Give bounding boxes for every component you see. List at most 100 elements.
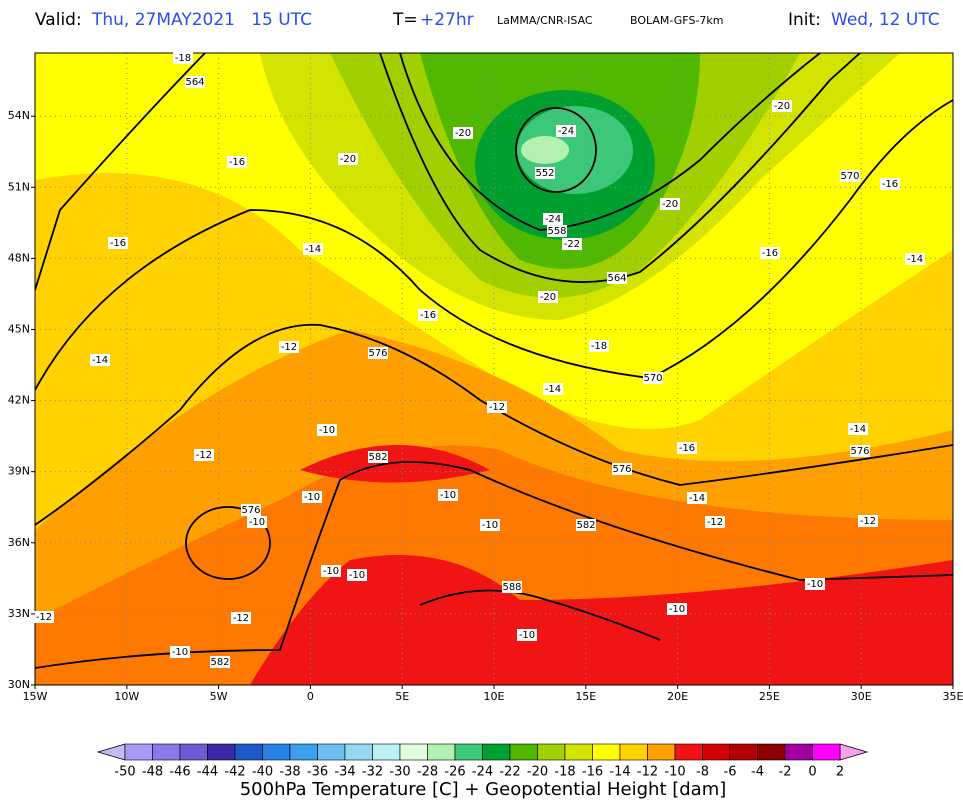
lon-label: 10E — [484, 690, 505, 703]
lon-label: 25E — [759, 690, 780, 703]
colorbar-tick-label: -48 — [142, 765, 163, 780]
contour-label: -20 — [774, 101, 790, 112]
contour-label: -16 — [762, 248, 778, 259]
label-box — [607, 272, 627, 284]
label-box — [368, 347, 388, 359]
contour-label: -12 — [196, 450, 212, 461]
label-box — [538, 291, 558, 303]
label-box — [858, 515, 878, 527]
contour-label: 558 — [547, 226, 566, 237]
label-box — [173, 52, 193, 64]
contour-582 — [35, 461, 953, 669]
colorbar-tick-label: -12 — [637, 765, 658, 780]
contour-label: -10 — [249, 517, 265, 528]
lat-label: 48N — [8, 251, 30, 264]
contour-label: -20 — [455, 128, 471, 139]
contour-label: 570 — [643, 373, 662, 384]
contour-label: -14 — [689, 493, 705, 504]
contour-label: 576 — [612, 464, 631, 475]
contour-label: -10 — [440, 490, 456, 501]
label-box — [547, 225, 567, 237]
label-box — [241, 504, 261, 516]
label-box — [556, 125, 576, 137]
colorbar-tick-label: -38 — [279, 765, 300, 780]
contour-label: -12 — [36, 612, 52, 623]
colorbar: -50 -48 -46 -44 -42 -40 -38 -36 -34 -32 -30 -28 -26-… — [96, 743, 869, 780]
colorbar-box — [317, 743, 346, 761]
lead-time: +27hr — [420, 10, 474, 30]
colorbar-tick-label: 2 — [836, 765, 844, 780]
label-box — [368, 451, 388, 463]
contour-label: -20 — [662, 199, 678, 210]
label-box — [185, 76, 205, 88]
lat-label: 39N — [8, 465, 30, 478]
contour-label: -16 — [229, 157, 245, 168]
colorbar-tick-label: -44 — [197, 765, 218, 780]
lon-label: 15W — [23, 690, 48, 703]
colorbar-box — [702, 743, 731, 761]
contour-label: -14 — [92, 355, 108, 366]
colorbar-box — [812, 743, 841, 761]
colorbar-box — [179, 743, 208, 761]
colorbar-tick-label: -34 — [334, 765, 355, 780]
contour-label: 588 — [502, 582, 521, 593]
colorbar-box — [619, 743, 648, 761]
contour-558 — [399, 53, 821, 231]
contour-label: -20 — [340, 154, 356, 165]
contour-label: -18 — [591, 341, 607, 352]
label-box — [562, 238, 582, 250]
label-box — [34, 611, 54, 623]
lat-label: 42N — [8, 394, 30, 407]
contour-label: 576 — [368, 348, 387, 359]
contour-label: -24 — [545, 214, 561, 225]
label-box — [589, 340, 609, 352]
label-box — [347, 569, 367, 581]
lon-label: 5E — [395, 690, 409, 703]
colorbar-box — [537, 743, 566, 761]
contour-label: -14 — [305, 244, 321, 255]
label-box — [760, 247, 780, 259]
lon-label: 35E — [943, 690, 963, 703]
contour-label: -10 — [669, 604, 685, 615]
colorbar-tick-label: -36 — [307, 765, 328, 780]
label-box — [840, 170, 860, 182]
colorbar-box — [289, 743, 318, 761]
colorbar-box — [372, 743, 401, 761]
contour-label: 576 — [850, 446, 869, 457]
contour-label: -10 — [319, 425, 335, 436]
label-box — [543, 383, 563, 395]
colorbar-tick-label: -10 — [664, 765, 685, 780]
label-box — [170, 646, 190, 658]
lon-label: 5W — [210, 690, 228, 703]
axes: 15W 10W 5W 0 5E 10E 15E 20E 25E 30E 35E 30N 33N 36N 39… — [8, 109, 963, 703]
contour-576 — [185, 506, 271, 580]
colorbar-tick-label: -26 — [444, 765, 465, 780]
contour-label: -22 — [564, 239, 580, 250]
colorbar-tick-label: -16 — [582, 765, 603, 780]
contour-label: -10 — [482, 520, 498, 531]
colorbar-tick-label: -8 — [696, 765, 709, 780]
contour-label: -10 — [304, 492, 320, 503]
contour-label: -16 — [420, 310, 436, 321]
contour-label: -12 — [707, 517, 723, 528]
contour-570 — [35, 99, 953, 391]
colorbar-tick-label: 0 — [808, 765, 816, 780]
colorbar-box — [427, 743, 456, 761]
lon-label: 15E — [575, 690, 596, 703]
label-box — [487, 401, 507, 413]
contour-label: -20 — [540, 292, 556, 303]
contour-label: -12 — [860, 516, 876, 527]
contour-label: 564 — [185, 77, 204, 88]
init-label: Init: — [788, 10, 821, 30]
label-box — [905, 253, 925, 265]
lon-label: 10W — [114, 690, 139, 703]
contour-564 — [35, 53, 206, 291]
colorbar-tick-label: -2 — [779, 765, 792, 780]
label-box — [502, 581, 522, 593]
colorbar-tick-label: -30 — [389, 765, 410, 780]
label-box — [805, 578, 825, 590]
colorbar-tick-label: -32 — [362, 765, 383, 780]
label-box — [317, 424, 337, 436]
label-box — [850, 445, 870, 457]
colorbar-box — [454, 743, 483, 761]
